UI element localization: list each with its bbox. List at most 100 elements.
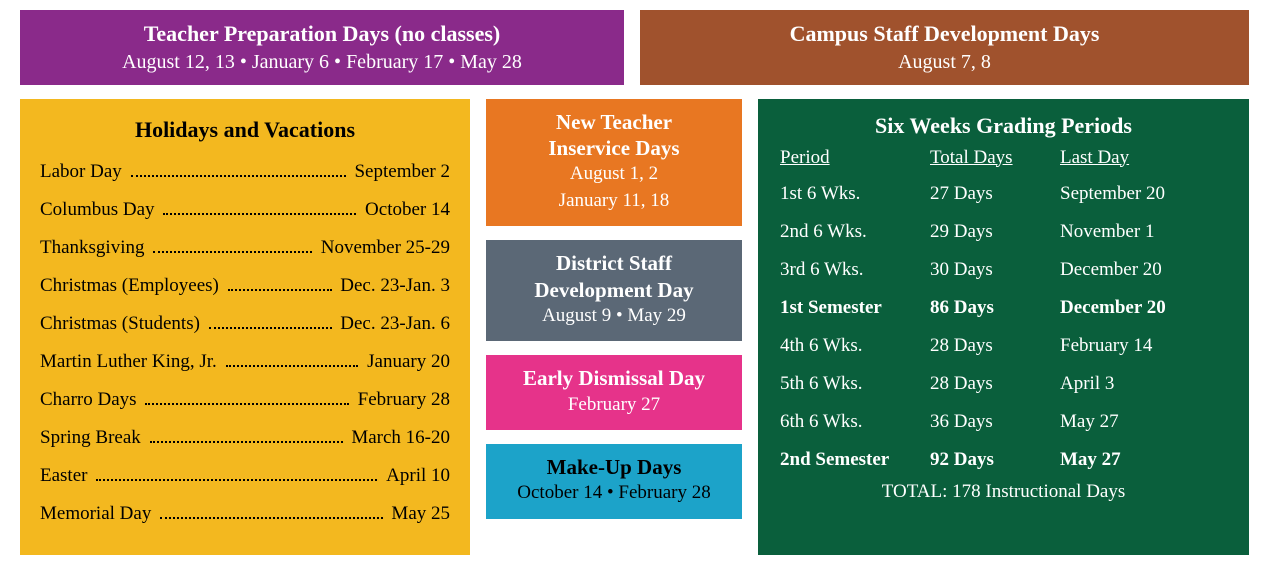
dots-leader (131, 161, 346, 176)
dots-leader (96, 465, 377, 480)
holiday-date: May 25 (387, 495, 450, 533)
dots-leader (150, 427, 343, 442)
district-staff-dates: August 9 • May 29 (494, 303, 734, 330)
grading-head-last: Last Day (1060, 147, 1227, 169)
holiday-row: Memorial Day May 25 (40, 495, 450, 533)
holiday-row: Labor Day September 2 (40, 153, 450, 191)
holiday-date: February 28 (353, 381, 450, 419)
new-teacher-dates-l2: January 11, 18 (494, 188, 734, 215)
grading-period: 1st 6 Wks. (780, 175, 930, 213)
holiday-row: Columbus Day October 14 (40, 191, 450, 229)
grading-total-days: 28 Days (930, 327, 1060, 365)
grading-row: 2nd Semester92 DaysMay 27 (780, 441, 1227, 479)
grading-last-day: April 3 (1060, 365, 1227, 403)
dots-leader (163, 199, 356, 214)
holiday-date: January 20 (362, 343, 450, 381)
grading-total-days: 92 Days (930, 441, 1060, 479)
holiday-name: Christmas (Employees) (40, 267, 224, 305)
grading-rows: 1st 6 Wks.27 DaysSeptember 202nd 6 Wks.2… (780, 175, 1227, 479)
holiday-row: Martin Luther King, Jr. January 20 (40, 343, 450, 381)
early-dismissal-title: Early Dismissal Day (494, 365, 734, 391)
holiday-date: April 10 (381, 457, 450, 495)
new-teacher-dates-l1: August 1, 2 (494, 161, 734, 188)
grading-row: 2nd 6 Wks.29 DaysNovember 1 (780, 213, 1227, 251)
holiday-date: March 16-20 (347, 419, 450, 457)
dots-leader (153, 237, 312, 252)
grading-row: 6th 6 Wks.36 DaysMay 27 (780, 403, 1227, 441)
bottom-row: Holidays and Vacations Labor Day Septemb… (20, 99, 1249, 555)
holiday-name: Labor Day (40, 153, 127, 191)
new-teacher-title-l1: New Teacher (494, 109, 734, 135)
grading-total: TOTAL: 178 Instructional Days (780, 481, 1227, 503)
grading-last-day: November 1 (1060, 213, 1227, 251)
holiday-date: Dec. 23-Jan. 3 (336, 267, 451, 305)
grading-period: 6th 6 Wks. (780, 403, 930, 441)
holiday-row: Easter April 10 (40, 457, 450, 495)
holiday-name: Charro Days (40, 381, 141, 419)
holiday-date: September 2 (350, 153, 450, 191)
district-staff-title-l1: District Staff (494, 250, 734, 276)
teacher-prep-dates: August 12, 13 • January 6 • February 17 … (32, 49, 612, 75)
grading-box: Six Weeks Grading Periods Period Total D… (758, 99, 1249, 555)
holidays-title: Holidays and Vacations (40, 117, 450, 143)
grading-period: 4th 6 Wks. (780, 327, 930, 365)
campus-staff-box: Campus Staff Development Days August 7, … (640, 10, 1249, 85)
dots-leader (228, 275, 332, 290)
dots-leader (160, 503, 383, 518)
holiday-name: Thanksgiving (40, 229, 149, 267)
grading-total-days: 29 Days (930, 213, 1060, 251)
grading-period: 3rd 6 Wks. (780, 251, 930, 289)
holiday-row: Christmas (Employees) Dec. 23-Jan. 3 (40, 267, 450, 305)
grading-row: 4th 6 Wks.28 DaysFebruary 14 (780, 327, 1227, 365)
teacher-prep-title: Teacher Preparation Days (no classes) (32, 20, 612, 49)
campus-staff-title: Campus Staff Development Days (652, 20, 1237, 49)
grading-period: 2nd Semester (780, 441, 930, 479)
holiday-name: Easter (40, 457, 92, 495)
makeup-box: Make-Up Days October 14 • February 28 (486, 444, 742, 519)
holiday-name: Memorial Day (40, 495, 156, 533)
grading-period: 1st Semester (780, 289, 930, 327)
grading-total-days: 28 Days (930, 365, 1060, 403)
grading-total-days: 27 Days (930, 175, 1060, 213)
makeup-title: Make-Up Days (494, 454, 734, 480)
grading-header: Period Total Days Last Day (780, 147, 1227, 169)
grading-row: 3rd 6 Wks.30 DaysDecember 20 (780, 251, 1227, 289)
grading-last-day: December 20 (1060, 289, 1227, 327)
early-dismissal-dates: February 27 (494, 392, 734, 419)
holiday-date: October 14 (360, 191, 450, 229)
early-dismissal-box: Early Dismissal Day February 27 (486, 355, 742, 430)
grading-last-day: May 27 (1060, 403, 1227, 441)
district-staff-box: District Staff Development Day August 9 … (486, 240, 742, 341)
holiday-name: Columbus Day (40, 191, 159, 229)
holiday-date: November 25-29 (316, 229, 450, 267)
dots-leader (145, 389, 349, 404)
holiday-name: Christmas (Students) (40, 305, 205, 343)
dots-leader (226, 351, 359, 366)
holidays-list: Labor Day September 2Columbus Day Octobe… (40, 153, 450, 533)
new-teacher-box: New Teacher Inservice Days August 1, 2 J… (486, 99, 742, 227)
holiday-row: Charro Days February 28 (40, 381, 450, 419)
holiday-row: Spring Break March 16-20 (40, 419, 450, 457)
grading-last-day: February 14 (1060, 327, 1227, 365)
grading-total-days: 86 Days (930, 289, 1060, 327)
makeup-dates: October 14 • February 28 (494, 480, 734, 507)
grading-head-total: Total Days (930, 147, 1060, 169)
grading-period: 2nd 6 Wks. (780, 213, 930, 251)
grading-title: Six Weeks Grading Periods (780, 113, 1227, 139)
holidays-box: Holidays and Vacations Labor Day Septemb… (20, 99, 470, 555)
dots-leader (209, 313, 332, 328)
grading-total-days: 30 Days (930, 251, 1060, 289)
grading-last-day: May 27 (1060, 441, 1227, 479)
top-row: Teacher Preparation Days (no classes) Au… (20, 10, 1249, 85)
new-teacher-title-l2: Inservice Days (494, 135, 734, 161)
grading-last-day: December 20 (1060, 251, 1227, 289)
grading-row: 5th 6 Wks.28 DaysApril 3 (780, 365, 1227, 403)
grading-total-days: 36 Days (930, 403, 1060, 441)
grading-period: 5th 6 Wks. (780, 365, 930, 403)
grading-row: 1st Semester86 DaysDecember 20 (780, 289, 1227, 327)
district-staff-title-l2: Development Day (494, 277, 734, 303)
holiday-row: Thanksgiving November 25-29 (40, 229, 450, 267)
holiday-date: Dec. 23-Jan. 6 (336, 305, 451, 343)
holiday-row: Christmas (Students) Dec. 23-Jan. 6 (40, 305, 450, 343)
grading-head-period: Period (780, 147, 930, 169)
